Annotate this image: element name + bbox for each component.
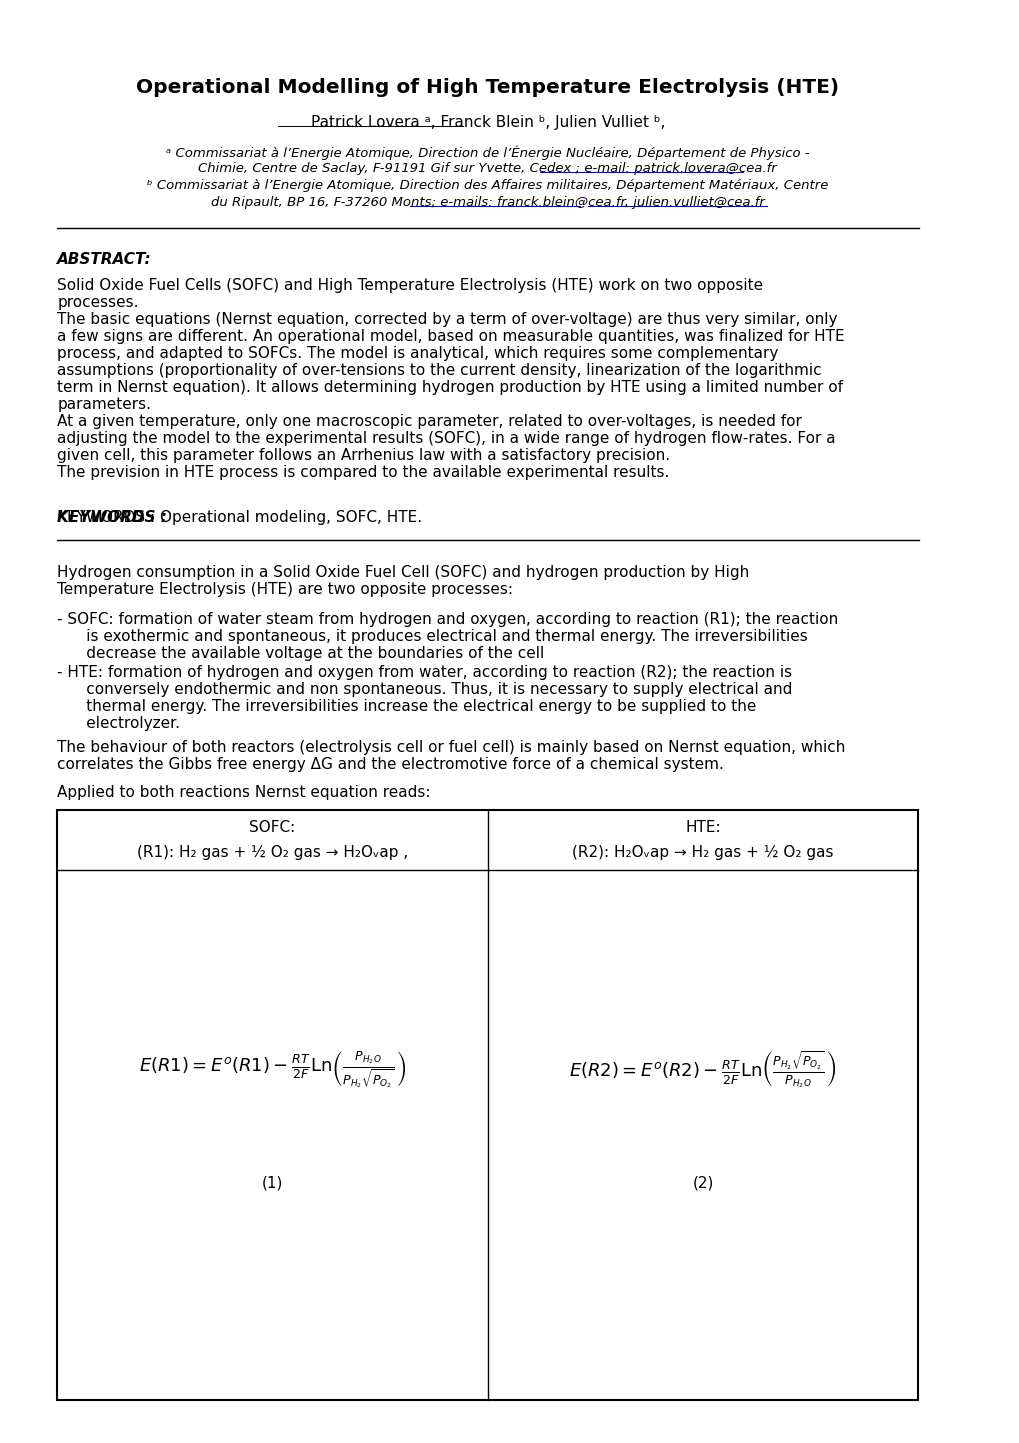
Text: KEYWORDS :: KEYWORDS : (57, 509, 167, 525)
Text: SOFC:: SOFC: (250, 820, 296, 835)
Text: parameters.: parameters. (57, 397, 151, 413)
Text: $E(R2) = E^o(R2) - \frac{RT}{2F} \mathrm{Ln} \left( \frac{P_{H_2} \sqrt{P_{O_2}}: $E(R2) = E^o(R2) - \frac{RT}{2F} \mathrm… (569, 1049, 836, 1091)
Text: KEYWORDS : Operational modeling, SOFC, HTE.: KEYWORDS : Operational modeling, SOFC, H… (57, 509, 422, 525)
Text: (R2): H₂Oᵥap → H₂ gas + ½ O₂ gas: (R2): H₂Oᵥap → H₂ gas + ½ O₂ gas (572, 846, 833, 860)
Text: processes.: processes. (57, 294, 139, 310)
Text: ABSTRACT:: ABSTRACT: (57, 253, 152, 267)
Text: ᵃ Commissariat à l’Energie Atomique, Direction de l’Énergie Nucléaire, Départeme: ᵃ Commissariat à l’Energie Atomique, Dir… (166, 144, 809, 160)
Text: given cell, this parameter follows an Arrhenius law with a satisfactory precisio: given cell, this parameter follows an Ar… (57, 447, 669, 463)
Text: - HTE: formation of hydrogen and oxygen from water, according to reaction (R2); : - HTE: formation of hydrogen and oxygen … (57, 665, 792, 680)
Text: The behaviour of both reactors (electrolysis cell or fuel cell) is mainly based : The behaviour of both reactors (electrol… (57, 740, 845, 755)
Text: assumptions (proportionality of over-tensions to the current density, linearizat: assumptions (proportionality of over-ten… (57, 364, 821, 378)
Text: Patrick Lovera ᵃ, Franck Blein ᵇ, Julien Vulliet ᵇ,: Patrick Lovera ᵃ, Franck Blein ᵇ, Julien… (311, 115, 664, 130)
Text: du Ripault, BP 16, F-37260 Monts; e-mails: franck.blein@cea.fr, julien.vulliet@c: du Ripault, BP 16, F-37260 Monts; e-mail… (211, 196, 764, 209)
FancyBboxPatch shape (57, 810, 917, 1400)
Text: Applied to both reactions Nernst equation reads:: Applied to both reactions Nernst equatio… (57, 785, 430, 799)
Text: thermal energy. The irreversibilities increase the electrical energy to be suppl: thermal energy. The irreversibilities in… (57, 698, 756, 714)
Text: process, and adapted to SOFCs. The model is analytical, which requires some comp: process, and adapted to SOFCs. The model… (57, 346, 777, 361)
Text: $E(R1) = E^o(R1) - \frac{RT}{2F} \mathrm{Ln} \left( \frac{P_{H_2O}}{P_{H_2} \sqr: $E(R1) = E^o(R1) - \frac{RT}{2F} \mathrm… (139, 1049, 406, 1091)
Text: Solid Oxide Fuel Cells (SOFC) and High Temperature Electrolysis (HTE) work on tw: Solid Oxide Fuel Cells (SOFC) and High T… (57, 278, 763, 293)
Text: HTE:: HTE: (685, 820, 720, 835)
Text: electrolyzer.: electrolyzer. (57, 716, 180, 732)
Text: Chimie, Centre de Saclay, F-91191 Gif sur Yvette, Cedex ; e-mail: patrick.lovera: Chimie, Centre de Saclay, F-91191 Gif su… (199, 162, 776, 175)
Text: term in Nernst equation). It allows determining hydrogen production by HTE using: term in Nernst equation). It allows dete… (57, 380, 843, 395)
Text: (1): (1) (262, 1175, 283, 1190)
Text: (2): (2) (692, 1175, 713, 1190)
Text: correlates the Gibbs free energy ΔG and the electromotive force of a chemical sy: correlates the Gibbs free energy ΔG and … (57, 758, 723, 772)
Text: Hydrogen consumption in a Solid Oxide Fuel Cell (SOFC) and hydrogen production b: Hydrogen consumption in a Solid Oxide Fu… (57, 566, 749, 580)
Text: ᵇ Commissariat à l’Energie Atomique, Direction des Affaires militaires, Départem: ᵇ Commissariat à l’Energie Atomique, Dir… (147, 179, 827, 192)
Text: decrease the available voltage at the boundaries of the cell: decrease the available voltage at the bo… (57, 646, 544, 661)
Text: At a given temperature, only one macroscopic parameter, related to over-voltages: At a given temperature, only one macrosc… (57, 414, 802, 429)
Text: adjusting the model to the experimental results (SOFC), in a wide range of hydro: adjusting the model to the experimental … (57, 431, 836, 446)
Text: a few signs are different. An operational model, based on measurable quantities,: a few signs are different. An operationa… (57, 329, 844, 343)
Text: The prevision in HTE process is compared to the available experimental results.: The prevision in HTE process is compared… (57, 465, 669, 481)
Text: is exothermic and spontaneous, it produces electrical and thermal energy. The ir: is exothermic and spontaneous, it produc… (57, 629, 807, 644)
Text: The basic equations (Nernst equation, corrected by a term of over-voltage) are t: The basic equations (Nernst equation, co… (57, 312, 837, 328)
Text: Operational Modelling of High Temperature Electrolysis (HTE): Operational Modelling of High Temperatur… (137, 78, 839, 97)
Text: (R1): H₂ gas + ½ O₂ gas → H₂Oᵥap ,: (R1): H₂ gas + ½ O₂ gas → H₂Oᵥap , (137, 846, 408, 860)
Text: conversely endothermic and non spontaneous. Thus, it is necessary to supply elec: conversely endothermic and non spontaneo… (57, 683, 792, 697)
Text: - SOFC: formation of water steam from hydrogen and oxygen, according to reaction: - SOFC: formation of water steam from hy… (57, 612, 838, 628)
Text: Temperature Electrolysis (HTE) are two opposite processes:: Temperature Electrolysis (HTE) are two o… (57, 582, 513, 597)
